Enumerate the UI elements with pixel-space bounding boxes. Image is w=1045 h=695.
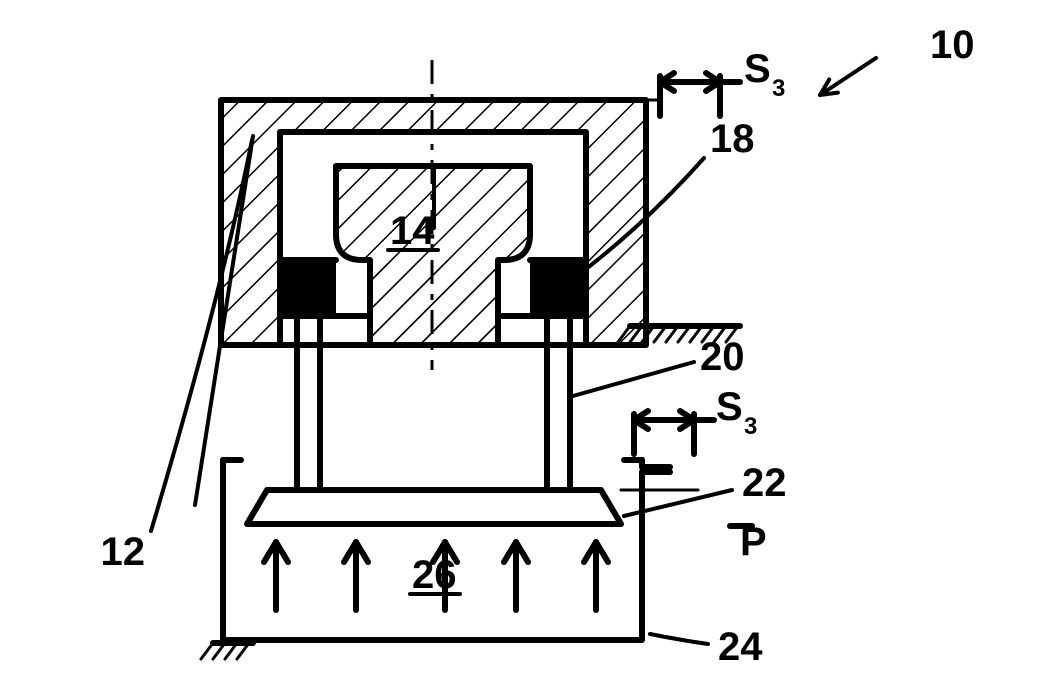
label-26: 26 [412,553,457,597]
engineering-figure: 10S3S312141820222426P [0,0,1045,695]
label-S3_lower: S [716,385,743,429]
label-18: 18 [710,117,755,161]
label-S3_upper-sub: 3 [772,75,785,102]
label-20: 20 [700,335,745,379]
label-22: 22 [742,461,787,505]
label-10: 10 [930,23,975,67]
label-24: 24 [718,625,763,669]
label-12: 12 [101,530,146,574]
label-14: 14 [390,209,435,253]
label-P: P [740,520,767,564]
label-S3_lower-sub: 3 [744,413,757,440]
label-S3_upper: S [744,47,771,91]
